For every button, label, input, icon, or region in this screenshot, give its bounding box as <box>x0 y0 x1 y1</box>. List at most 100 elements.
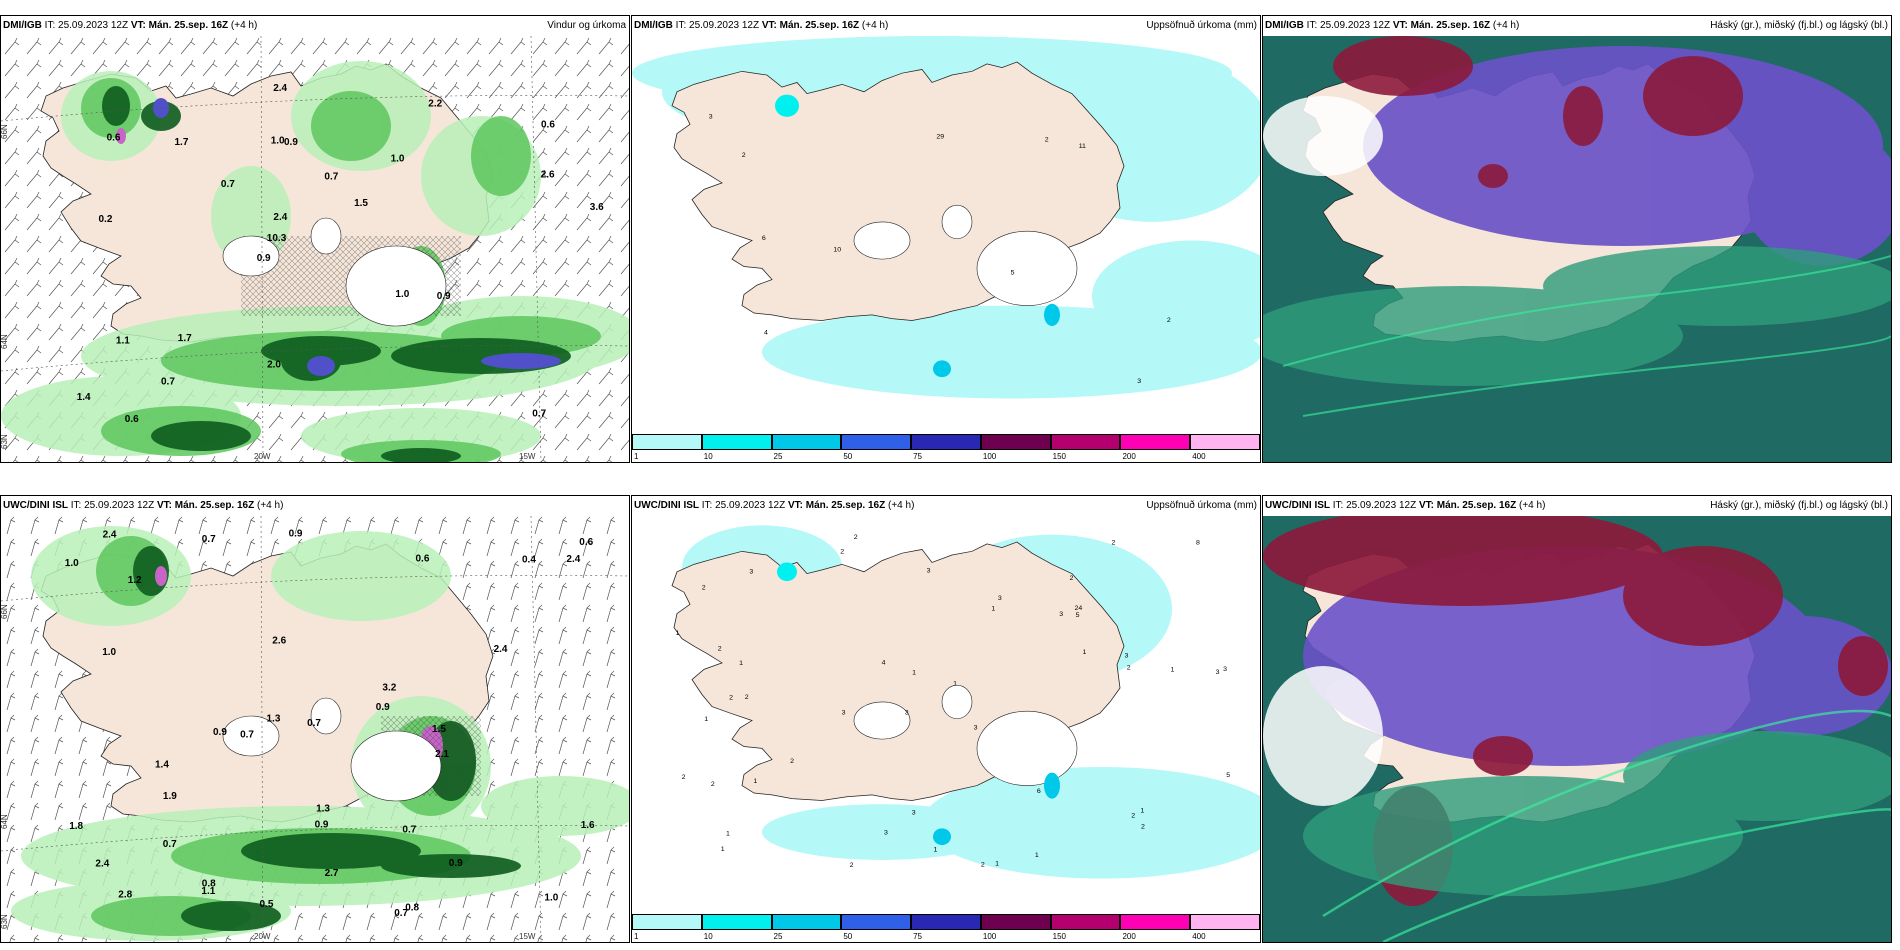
legend-color-box <box>701 434 772 450</box>
precip-value-label: 1.0 <box>102 647 116 658</box>
lon15-label: 15W <box>519 452 536 461</box>
accum-value-label: 1 <box>953 681 957 688</box>
precip-value-label: 1.0 <box>271 136 285 147</box>
precip-value-label: 2.0 <box>267 360 281 371</box>
legend-color-box <box>1120 914 1191 930</box>
legend-color-box <box>980 914 1051 930</box>
wind-precip-map: 66N 64N 63N 20W 15W 0.70.20.60.91.00.61.… <box>1 36 629 462</box>
accum-value-label: 3 <box>927 568 931 575</box>
precip-value-label: 0.9 <box>257 253 271 264</box>
model-name: DMI/IGB <box>3 20 42 31</box>
accum-value-label: 2 <box>850 862 854 869</box>
panel-header: UWC/DINI ISL IT: 25.09.2023 12Z VT: Mán.… <box>1 496 629 516</box>
precip-value-label: 0.9 <box>289 528 303 539</box>
lon20-label: 20W <box>254 452 271 461</box>
legend-color-box <box>1190 914 1260 930</box>
legend-color-box <box>771 434 842 450</box>
legend-color-box <box>841 914 912 930</box>
accum-value-label: 1 <box>995 861 999 868</box>
legend-tick-label: 25 <box>773 452 783 461</box>
it-label: IT: <box>1332 500 1344 511</box>
legend-color-box <box>911 914 981 930</box>
accum-value-label: 2 <box>1141 824 1145 831</box>
precip-value-label: 0.9 <box>315 819 329 830</box>
panel-title: Háský (gr.), miðský (fj.bl.) og lágský (… <box>1710 500 1888 511</box>
precip-value-label: 1.6 <box>581 820 595 831</box>
accum-value-label: 2 <box>1112 540 1116 547</box>
precip-value-label: 2.6 <box>272 635 286 646</box>
vt-label: VT: Mán. 25.sep. 16Z <box>130 20 229 31</box>
precip-value-label: 1.0 <box>65 558 79 569</box>
precip-value-label: 0.8 <box>405 903 419 914</box>
accum-value-label: 4 <box>764 330 768 337</box>
accum-value-label: 3 <box>912 810 916 817</box>
accum-value-label: 2 <box>702 585 706 592</box>
legend-tick-label: 75 <box>913 452 923 461</box>
accum-value-label: 1 <box>1083 649 1087 656</box>
legend-tick-label: 50 <box>843 932 853 941</box>
accum-value-label: 1 <box>726 831 730 838</box>
lead-time: (+4 h) <box>230 20 258 31</box>
precip-value-label: 0.7 <box>240 730 254 741</box>
legend-tick-label: 400 <box>1192 452 1206 461</box>
precip-value-label: 1.0 <box>391 153 405 164</box>
it-value: 25.09.2023 12Z <box>715 500 786 511</box>
cloud-map <box>1263 516 1891 942</box>
precip-value-label: 1.3 <box>316 803 330 814</box>
accum-value-label: 3 <box>884 830 888 837</box>
precip-value-label: 0.7 <box>161 377 175 388</box>
accum-precip-map: 3 6 5 3 2 2 4 10 11 29 2 <box>632 36 1260 405</box>
it-value: 25.09.2023 12Z <box>84 500 155 511</box>
legend-color-box <box>1050 914 1121 930</box>
precip-value-label: 0.7 <box>394 908 408 919</box>
accum-value-label: 3 <box>998 595 1002 602</box>
accum-value-label: 1 <box>1171 667 1175 674</box>
panel-title: Háský (gr.), miðský (fj.bl.) og lágský (… <box>1710 20 1888 31</box>
precip-value-label: 0.7 <box>402 825 416 836</box>
precip-value-label: 1.5 <box>432 724 446 735</box>
precip-value-label: 2.4 <box>273 83 287 94</box>
panel-title: Uppsöfnuð úrkoma (mm) <box>1146 500 1257 511</box>
precip-value-label: 0.2 <box>99 214 113 225</box>
it-value: 25.09.2023 12Z <box>689 20 760 31</box>
accum-value-label: 2 <box>981 862 985 869</box>
precip-value-label: 2.8 <box>118 890 132 901</box>
legend-color-box <box>701 914 772 930</box>
precip-value-label: 1.1 <box>116 335 130 346</box>
precip-value-label: 0.7 <box>221 179 235 190</box>
accum-value-label: 5 <box>1011 270 1015 277</box>
legend-tick-label: 100 <box>982 932 997 941</box>
accum-value-label: 3 <box>974 725 978 732</box>
precip-value-label: 0.6 <box>107 132 121 143</box>
precip-value-label: 0.9 <box>213 727 227 738</box>
accum-value-label: 1 <box>934 847 938 854</box>
accum-value-label: 2 <box>1127 665 1131 672</box>
it-label: IT: <box>701 500 713 511</box>
legend-tick-label: 1 <box>634 932 639 941</box>
model-name: UWC/DINI ISL <box>3 500 68 511</box>
accum-value-label: 1 <box>991 605 995 612</box>
accum-value-label: 6 <box>762 235 766 242</box>
accum-value-label: 2 <box>1045 137 1049 144</box>
accum-value-label: 3 <box>842 709 846 716</box>
legend-color-box <box>1190 434 1260 450</box>
precip-value-label: 1.7 <box>175 137 189 148</box>
lat66-label: 66N <box>1 124 9 139</box>
accum-value-label: 1 <box>1035 852 1039 859</box>
lon20-label: 20W <box>254 932 271 941</box>
panel-uwc-accum: UWC/DINI ISL IT: 25.09.2023 12Z VT: Mán.… <box>631 495 1261 943</box>
precip-value-label: 1.2 <box>128 575 142 586</box>
accum-value-label: 10 <box>833 247 841 254</box>
lat63-label: 63N <box>1 434 9 449</box>
accum-value-label: 2 <box>742 152 746 159</box>
legend-tick-label: 150 <box>1052 452 1067 461</box>
accum-value-label: 1 <box>676 630 680 637</box>
precip-value-label: 2.4 <box>95 858 109 869</box>
wind-precip-map: 66N 64N 63N 20W 15W 0.50.70.80.90.71.20.… <box>1 516 629 942</box>
accum-value-label: 2 <box>729 694 733 701</box>
accum-value-label: 3 <box>1223 666 1227 673</box>
precip-value-label: 1.3 <box>267 714 281 725</box>
precip-value-label: 0.6 <box>416 554 430 565</box>
it-label: IT: <box>675 20 687 31</box>
